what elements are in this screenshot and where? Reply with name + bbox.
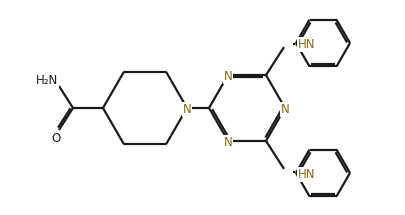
- Text: HN: HN: [298, 168, 315, 181]
- Text: N: N: [183, 103, 192, 116]
- Text: N: N: [224, 136, 232, 149]
- Text: HN: HN: [298, 38, 315, 51]
- Text: O: O: [51, 132, 61, 145]
- Text: N: N: [281, 103, 290, 116]
- Text: N: N: [224, 70, 232, 83]
- Text: H₂N: H₂N: [36, 74, 58, 87]
